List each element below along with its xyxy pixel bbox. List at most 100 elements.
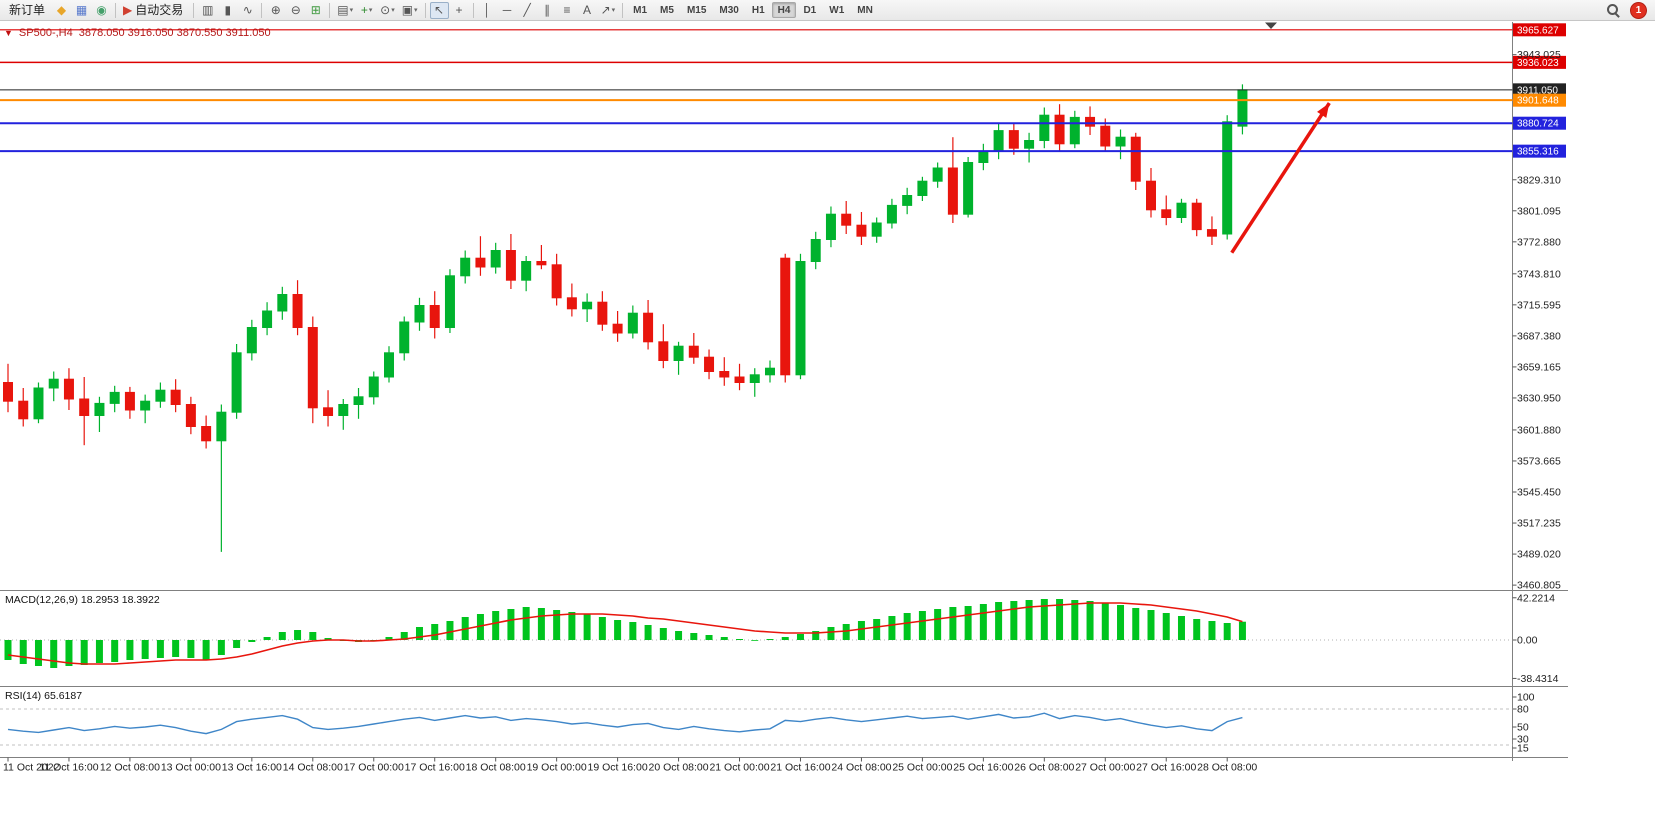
zoom-out-icon-button[interactable]: ⊖ [286,2,305,19]
tile-windows-icon-button[interactable]: ⊞ [306,2,325,19]
macd-histogram-bar [1132,608,1140,640]
templates-icon-button[interactable]: ▣ ▾ [399,2,421,19]
macd-histogram-bar [248,640,256,642]
zoom-in-icon-button[interactable]: ⊕ [266,2,285,19]
market-watch-icon: ◉ [96,3,107,17]
timeframe-m30-button[interactable]: M30 [713,2,744,18]
price-badge-label: 3880.724 [1517,119,1559,130]
toolbar-separator [193,2,195,18]
macd-histogram-bar [111,640,119,662]
price-axis-label: 3545.450 [1517,487,1561,499]
macd-histogram-bar [964,606,972,640]
macd-histogram-bar [187,640,195,658]
timeframe-m15-button[interactable]: M15 [681,2,712,18]
line-chart-icon-button[interactable]: ∿ [238,2,257,19]
time-axis-label: 14 Oct 08:00 [283,762,343,774]
macd-histogram-bar [720,637,728,640]
candle-up [338,404,349,416]
trendline-icon-button[interactable]: ╱ [518,2,537,19]
macd-histogram-bar [903,613,911,640]
macd-histogram-bar [1040,599,1048,640]
periods-icon-button[interactable]: ⊙ ▾ [377,2,398,19]
alerts-icon-button[interactable]: ◆ [52,2,71,19]
candle-up [521,261,532,281]
notification-badge[interactable]: 1 [1631,2,1646,18]
candle-up [460,257,471,277]
macd-histogram-bar [1147,610,1155,640]
chevron-down-icon: ▾ [368,6,373,14]
chart-window-icon-button[interactable]: ▦ [72,2,91,19]
candle-up [155,389,166,402]
chart-window-icon: ▦ [75,3,88,17]
candle-down [3,382,13,402]
price-badge-label: 3936.023 [1517,58,1559,69]
timeframe-m1-button[interactable]: M1 [627,2,653,18]
search-icon[interactable] [1607,3,1620,17]
time-axis-label: 25 Oct 16:00 [953,762,1013,774]
macd-histogram-bar [675,631,683,640]
candlestick-icon-button[interactable]: ▮ [218,2,237,19]
main-chart-panel[interactable] [3,84,1248,552]
macd-histogram-bar [1010,601,1018,640]
candle-up [399,321,410,354]
trend-arrow[interactable] [1230,102,1331,254]
price-axis-label: 3772.880 [1517,236,1561,248]
time-axis-label: 19 Oct 00:00 [527,762,587,774]
price-axis-label: 3743.810 [1517,268,1561,280]
horizontal-line-icon-button[interactable]: ─ [498,2,517,19]
macd-histogram-bar [705,635,713,640]
arrows-icon-button[interactable]: ↗ ▾ [598,2,619,19]
alerts-icon: ◆ [56,3,67,17]
rsi-axis-label: 50 [1517,722,1529,734]
market-watch-icon-button[interactable]: ◉ [92,2,111,19]
crosshair-icon-button[interactable]: + [450,2,469,19]
macd-histogram-bar [1101,603,1109,640]
arrange-windows-icon-button[interactable]: ▤ ▾ [334,2,356,19]
price-axis-label: 3601.880 [1517,424,1561,436]
timeframe-h1-button[interactable]: H1 [746,2,771,18]
candle-down [704,356,715,373]
timeframe-w1-button[interactable]: W1 [823,2,850,18]
add-indicator-icon-button[interactable]: + ▾ [357,2,376,19]
candle-up [1115,136,1126,147]
vertical-line-icon-button[interactable]: │ [478,2,497,19]
macd-histogram-bar [507,609,515,640]
price-badge [1513,23,1566,37]
time-axis-label: 27 Oct 16:00 [1136,762,1196,774]
new-order-button[interactable]: 新订单 [3,2,51,19]
macd-histogram-bar [1086,601,1094,640]
candle-down [1161,209,1172,219]
macd-signal-line [7,602,1243,665]
macd-histogram-bar [1223,623,1231,640]
price-axis[interactable]: 3943.025 3829.310 3801.095 3772.880 3743.810… [1512,49,1561,592]
price-badge [1513,144,1566,158]
time-axis-label: 25 Oct 00:00 [892,762,952,774]
auto-trading-button[interactable]: ▶ 自动交易 [120,2,189,19]
cursor-icon-button[interactable]: ↖ [429,1,449,19]
text-icon-button[interactable]: A [578,2,597,19]
price-badge [1513,116,1566,130]
macd-histogram-bar [614,620,622,640]
candle-up [216,411,227,442]
channel-icon-button[interactable]: ∥ [538,2,557,19]
candle-up [993,130,1004,153]
timeframe-mn-button[interactable]: MN [851,2,879,18]
fibonacci-icon-button[interactable]: ≡ [558,2,577,19]
candle-down [79,398,90,416]
timeframe-d1-button[interactable]: D1 [797,2,822,18]
macd-histogram-bar [598,617,606,640]
time-axis-label: 17 Oct 16:00 [405,762,465,774]
candle-down [429,305,440,328]
macd-histogram-bar [659,628,667,640]
candle-down [719,371,730,378]
candle-down [551,264,562,299]
timeframe-m5-button[interactable]: M5 [654,2,680,18]
toolbar-separator [424,2,426,18]
macd-histogram-bar [34,640,42,666]
price-badge-label: 3965.627 [1517,25,1559,36]
bar-chart-icon-button[interactable]: ▥ [198,2,217,19]
timeframe-h4-button[interactable]: H4 [771,2,797,18]
